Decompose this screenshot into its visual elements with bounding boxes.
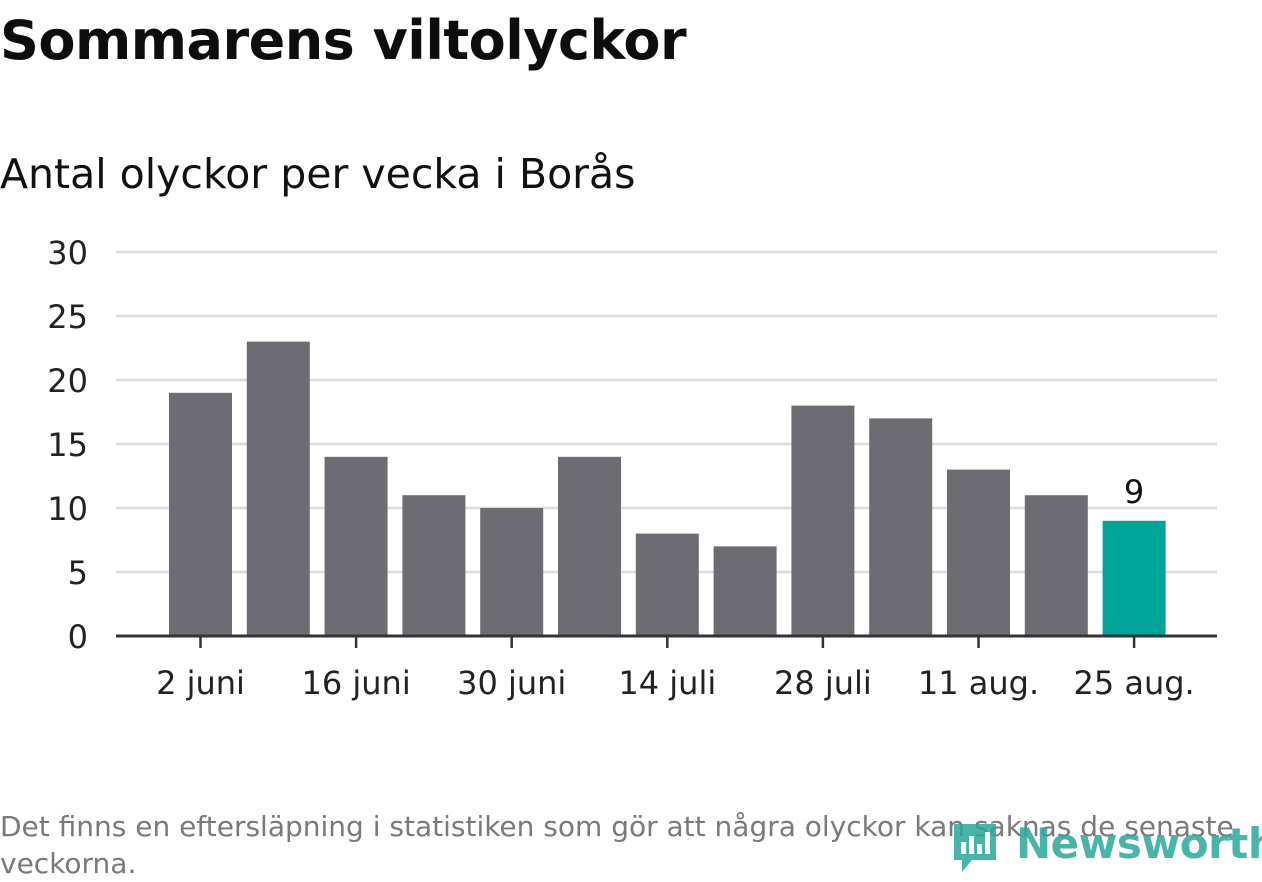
- x-tick-label: 16 juni: [301, 664, 410, 702]
- newsworthy-logo-icon: [954, 824, 996, 872]
- bar-9-juni: [246, 341, 310, 636]
- y-tick-label: 10: [47, 490, 88, 528]
- newsworthy-logo: Newsworthy: [946, 814, 1262, 876]
- bar-28-juli: [791, 405, 855, 636]
- y-tick-label: 30: [47, 234, 88, 272]
- bar-21-juli: [713, 546, 777, 636]
- x-tick-label: 14 juli: [618, 664, 716, 702]
- y-axis-ticks: 0 5 10 15 20 25 30: [47, 234, 88, 656]
- data-label: 9: [1124, 473, 1144, 511]
- y-tick-label: 5: [68, 554, 88, 592]
- y-tick-label: 0: [68, 618, 88, 656]
- x-tick-label: 30 juni: [457, 664, 566, 702]
- x-axis-ticks: 2 juni 16 juni 30 juni 14 juli 28 juli 11 aug…: [156, 636, 1195, 702]
- bar-4-aug: [869, 418, 933, 636]
- bar-25-aug: [1102, 520, 1166, 636]
- bar-18-aug: [1024, 495, 1088, 636]
- chart-subtitle: Antal olyckor per vecka i Borås: [0, 150, 636, 198]
- data-labels: 9: [1124, 473, 1144, 511]
- y-tick-label: 25: [47, 298, 88, 336]
- footnote: Det finns en eftersläpning i statistiken…: [0, 810, 1234, 880]
- brand-name: Newsworthy: [1016, 819, 1262, 868]
- y-tick-label: 20: [47, 362, 88, 400]
- x-tick-label: 25 aug.: [1073, 664, 1194, 702]
- y-tick-label: 15: [47, 426, 88, 464]
- bar-30-juni: [480, 508, 544, 636]
- bar-2-juni: [169, 392, 232, 636]
- x-tick-label: 2 juni: [156, 664, 245, 702]
- bar-chart: 0 5 10 15 20 25 30 2 juni 16 juni 30 juni 14 juli…: [47, 234, 1217, 702]
- bar-14-juli: [635, 533, 699, 636]
- bar-23-juni: [402, 495, 466, 636]
- bar-7-juli: [558, 456, 621, 636]
- x-tick-label: 11 aug.: [918, 664, 1039, 702]
- bar-11-aug: [947, 469, 1010, 636]
- x-tick-label: 28 juli: [774, 664, 872, 702]
- bars: [169, 341, 1166, 636]
- bar-16-juni: [324, 456, 388, 636]
- chart-title: Sommarens viltolyckor: [0, 9, 687, 72]
